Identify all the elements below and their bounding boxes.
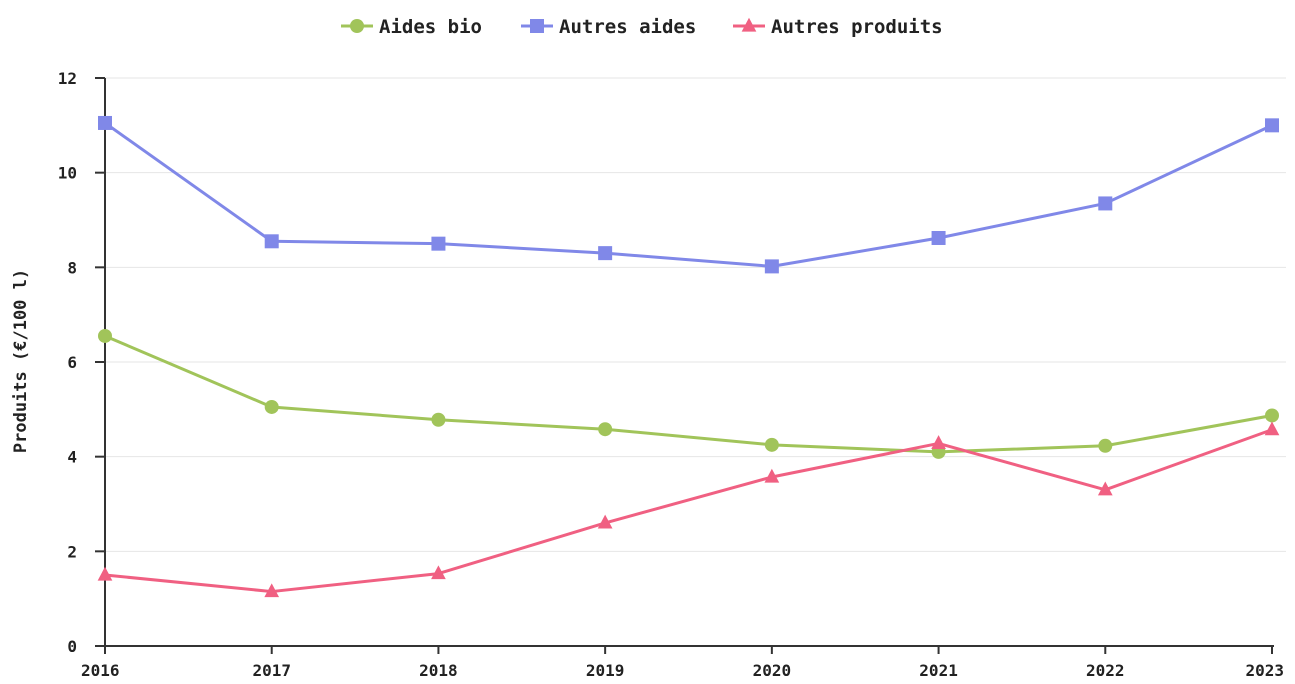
point-autres-aides-2022 xyxy=(1098,196,1113,211)
y-tick-label-8: 8 xyxy=(67,258,77,277)
legend-marker-aides-bio xyxy=(350,19,364,33)
point-autres-aides-2017 xyxy=(264,234,279,249)
point-autres-produits-2018 xyxy=(431,565,446,580)
legend[interactable]: Aides bio Autres aides Autres produits xyxy=(341,16,943,38)
series-line-autres-produits xyxy=(104,428,1273,594)
x-tick-label-2022: 2022 xyxy=(1086,661,1125,680)
legend-marker-autres-aides xyxy=(530,19,544,33)
y-tick-label-4: 4 xyxy=(67,448,77,467)
legend-item-autres-aides[interactable]: Autres aides xyxy=(521,16,696,38)
series-line-aides-bio xyxy=(104,334,1273,454)
series-lines xyxy=(97,115,1280,598)
legend-marker-autres-produits xyxy=(741,17,757,32)
point-autres-produits-2016 xyxy=(97,566,113,581)
point-aides-bio-2019 xyxy=(598,422,613,437)
legend-label-autres-aides: Autres aides xyxy=(559,16,696,38)
point-autres-aides-2021 xyxy=(931,230,946,245)
legend-label-aides-bio: Aides bio xyxy=(379,16,482,38)
point-autres-aides-2020 xyxy=(764,259,779,274)
x-tick-label-2020: 2020 xyxy=(753,661,792,680)
series-autres-aides xyxy=(98,115,1279,274)
point-aides-bio-2020 xyxy=(764,437,779,452)
y-axis-title: Produits (€/100 l) xyxy=(11,269,31,453)
y-tick-label-0: 0 xyxy=(67,637,77,656)
legend-label-autres-produits: Autres produits xyxy=(771,16,943,38)
x-tick-label-2019: 2019 xyxy=(586,661,625,680)
x-tick-label-2023: 2023 xyxy=(1245,661,1284,680)
axes: 0 2 4 6 8 10 12 2016 2017 2018 2019 2020 2021 2022 202… xyxy=(58,69,1284,680)
point-autres-produits-2017 xyxy=(264,583,280,598)
series-aides-bio xyxy=(98,328,1279,459)
grid-lines xyxy=(105,77,1286,552)
x-tick-label-2021: 2021 xyxy=(919,661,958,680)
legend-item-aides-bio[interactable]: Aides bio xyxy=(341,16,482,38)
y-tick-label-10: 10 xyxy=(58,164,77,183)
x-tick-label-2017: 2017 xyxy=(252,661,291,680)
y-tick-label-2: 2 xyxy=(67,542,77,561)
point-autres-aides-2019 xyxy=(598,246,613,261)
series-autres-produits xyxy=(97,421,1280,598)
point-aides-bio-2022 xyxy=(1098,438,1113,453)
point-autres-aides-2018 xyxy=(431,236,446,251)
x-tick-label-2016: 2016 xyxy=(81,661,120,680)
x-tick-label-2018: 2018 xyxy=(419,661,458,680)
point-autres-produits-2019 xyxy=(597,514,613,529)
y-tick-label-6: 6 xyxy=(67,353,77,372)
point-autres-produits-2022 xyxy=(1097,481,1113,496)
point-autres-aides-2016 xyxy=(98,115,112,130)
point-autres-produits-2023 xyxy=(1264,421,1280,436)
legend-item-autres-produits[interactable]: Autres produits xyxy=(733,16,943,38)
series-line-autres-aides xyxy=(104,121,1273,268)
point-autres-produits-2021 xyxy=(931,435,946,449)
point-autres-produits-2020 xyxy=(764,468,780,483)
point-aides-bio-2016 xyxy=(98,328,112,343)
point-aides-bio-2018 xyxy=(431,412,446,427)
point-autres-aides-2023 xyxy=(1265,118,1279,133)
y-tick-label-12: 12 xyxy=(58,69,77,88)
point-aides-bio-2023 xyxy=(1265,408,1279,423)
point-aides-bio-2017 xyxy=(264,399,279,414)
